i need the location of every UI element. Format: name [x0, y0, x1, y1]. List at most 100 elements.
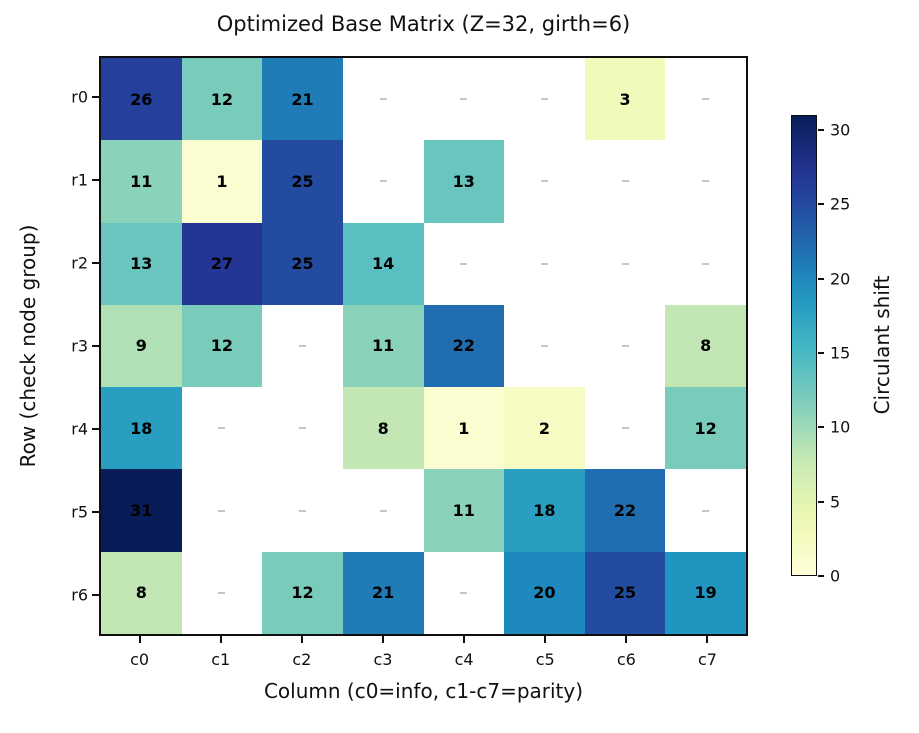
colorbar-tick-mark: [818, 203, 824, 206]
x-tick-label-c4: c4: [454, 650, 474, 669]
cell-value: 11: [130, 171, 153, 191]
cell-value: 18: [533, 501, 556, 521]
cell-value: 27: [210, 254, 234, 274]
empty-cell-dash: [299, 344, 307, 347]
colorbar-tick-mark: [818, 128, 824, 131]
empty-cell-dash: [460, 591, 468, 594]
cell-value: 3: [619, 89, 631, 109]
colorbar-tick-label-30: 30: [830, 120, 851, 140]
colorbar: [791, 115, 817, 576]
x-tick-mark: [300, 636, 303, 643]
x-axis-label: Column (c0=info, c1-c7=parity): [263, 679, 584, 703]
heatmap-cell-r0-c4: [423, 58, 505, 141]
heatmap-cell-r6-c3: 21: [342, 551, 424, 634]
heatmap-cell-r3-c2: [262, 304, 343, 388]
heatmap-cell-r1-c4: 13: [423, 140, 505, 223]
heatmap-cell-r2-c6: [584, 222, 666, 305]
colorbar-tick-mark: [818, 351, 824, 354]
cell-value: 13: [130, 254, 153, 274]
x-tick-label-c7: c7: [697, 650, 717, 669]
heatmap-cell-r2-c0: 13: [101, 222, 182, 305]
cell-value: 21: [372, 583, 395, 603]
empty-cell-dash: [379, 180, 387, 183]
heatmap-cell-r6-c5: 20: [504, 551, 585, 634]
heatmap-cell-r6-c0: 8: [101, 551, 182, 634]
y-tick-label-r4: r4: [71, 419, 88, 439]
heatmap-cell-r3-c7: 8: [665, 304, 746, 388]
heatmap-cell-r1-c6: [584, 140, 666, 223]
cell-value: 25: [613, 583, 637, 603]
empty-cell-dash: [702, 180, 710, 183]
heatmap-cell-r4-c5: 2: [504, 387, 585, 470]
chart-title: Optimized Base Matrix (Z=32, girth=6): [216, 12, 631, 36]
empty-cell-dash: [621, 427, 629, 430]
y-tick-mark: [92, 345, 99, 347]
heatmap-cell-r2-c4: [423, 222, 505, 305]
heatmap-cell-r0-c1: 12: [181, 58, 263, 141]
heatmap-cell-r0-c0: 26: [101, 58, 182, 141]
heatmap-cell-r6-c1: [181, 551, 263, 634]
heatmap-cell-r5-c5: 18: [504, 469, 585, 552]
heatmap-cell-r6-c4: [423, 551, 505, 634]
cell-value: 12: [210, 336, 234, 356]
y-tick-label-r3: r3: [71, 336, 88, 356]
heatmap-cell-r0-c5: [504, 58, 585, 141]
cell-value: 25: [291, 171, 314, 191]
colorbar-tick-label-10: 10: [830, 417, 851, 437]
x-tick-label-c5: c5: [535, 650, 555, 669]
heatmap-cell-r4-c6: [584, 387, 666, 470]
heatmap-cell-r3-c1: 12: [181, 304, 263, 388]
heatmap-cell-r0-c3: [342, 58, 424, 141]
colorbar-tick-mark: [818, 426, 824, 429]
cell-value: 21: [291, 89, 314, 109]
cell-value: 14: [372, 254, 395, 274]
heatmap-cell-r5-c1: [181, 469, 263, 552]
x-tick-mark: [219, 636, 222, 643]
empty-cell-dash: [702, 98, 710, 101]
heatmap-cell-r5-c2: [262, 469, 343, 552]
empty-cell-dash: [540, 344, 548, 347]
cell-value: 8: [700, 336, 712, 356]
colorbar-tick-label-5: 5: [830, 492, 841, 512]
cell-value: 20: [533, 583, 556, 603]
heatmap-cell-r5-c6: 22: [584, 469, 666, 552]
cell-value: 9: [135, 336, 147, 356]
heatmap-cell-r4-c3: 8: [342, 387, 424, 470]
x-tick-label-c0: c0: [130, 650, 150, 669]
cell-value: 18: [130, 418, 153, 438]
cell-value: 8: [135, 583, 147, 603]
heatmap-cell-r3-c3: 11: [342, 304, 424, 388]
empty-cell-dash: [702, 509, 710, 512]
cell-value: 11: [372, 336, 395, 356]
cell-value: 31: [130, 501, 153, 521]
empty-cell-dash: [540, 180, 548, 183]
colorbar-tick-label-0: 0: [830, 566, 841, 586]
heatmap-cell-r4-c2: [262, 387, 343, 470]
empty-cell-dash: [460, 98, 468, 101]
cell-value: 22: [452, 336, 475, 356]
heatmap-cell-r2-c2: 25: [262, 222, 343, 305]
empty-cell-dash: [460, 262, 468, 265]
x-tick-label-c3: c3: [373, 650, 393, 669]
heatmap-cell-r4-c1: [181, 387, 263, 470]
heatmap-cell-r1-c0: 11: [101, 140, 182, 223]
x-tick-label-c1: c1: [211, 650, 231, 669]
heatmap-cell-r6-c7: 19: [665, 551, 746, 634]
heatmap-cell-r3-c6: [584, 304, 666, 388]
empty-cell-dash: [218, 591, 226, 594]
heatmap-cell-r1-c3: [342, 140, 424, 223]
y-tick-mark: [92, 179, 99, 182]
y-tick-mark: [92, 96, 99, 99]
heatmap-cell-r1-c7: [665, 140, 746, 223]
heatmap-cell-r0-c2: 21: [262, 58, 343, 141]
x-tick-mark: [463, 636, 466, 643]
empty-cell-dash: [621, 262, 629, 265]
x-tick-mark: [138, 636, 141, 643]
empty-cell-dash: [218, 509, 226, 512]
cell-value: 22: [613, 501, 637, 521]
empty-cell-dash: [540, 262, 548, 265]
empty-cell-dash: [218, 427, 226, 430]
heatmap-cell-r6-c2: 12: [262, 551, 343, 634]
cell-value: 8: [377, 418, 389, 438]
cell-value: 13: [452, 171, 475, 191]
